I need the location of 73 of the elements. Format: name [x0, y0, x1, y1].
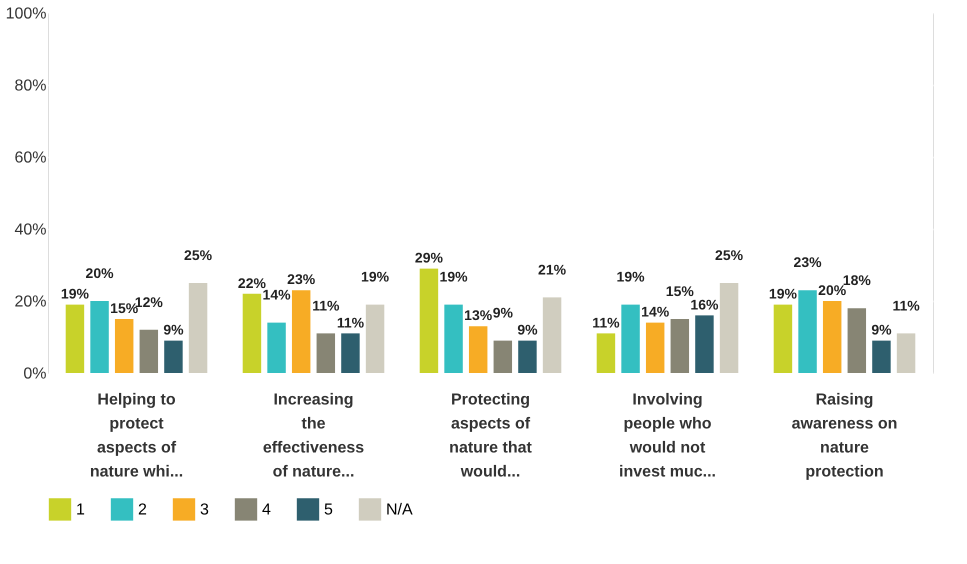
data-label: 13%	[464, 307, 493, 324]
data-label: 23%	[287, 271, 316, 288]
bar	[292, 290, 310, 373]
bar	[518, 340, 537, 373]
x-tick-label: Involving people who would not invest muc...	[619, 392, 716, 480]
bar	[896, 333, 916, 373]
data-label: 11%	[336, 314, 365, 330]
data-label: 23%	[794, 254, 822, 270]
bar	[774, 304, 792, 373]
bar	[164, 340, 183, 373]
bar	[267, 322, 286, 373]
data-label: 9%	[517, 322, 538, 338]
bar	[798, 290, 817, 373]
bar	[695, 315, 714, 373]
bar	[542, 297, 562, 373]
data-label: 19%	[361, 268, 390, 285]
bar	[420, 268, 438, 373]
bar	[242, 294, 262, 373]
x-tick-label: Helping to protect aspects of nature whi...	[90, 392, 184, 480]
bar	[494, 340, 512, 373]
bar	[848, 308, 866, 373]
data-label: 19%	[616, 268, 646, 285]
data-label: 19%	[440, 268, 468, 285]
legend-label: 2	[138, 501, 147, 518]
legend-label: N/A	[386, 501, 413, 518]
bar	[670, 319, 690, 373]
y-tick-label: 80%	[14, 78, 46, 94]
data-label: 25%	[184, 247, 213, 263]
bar	[341, 333, 360, 373]
data-label: 19%	[60, 286, 90, 302]
legend-label: 5	[324, 501, 333, 518]
bar	[621, 304, 640, 373]
x-tick-label: Protecting aspects of nature that would...	[449, 392, 533, 480]
y-tick-label: 40%	[14, 222, 46, 238]
data-label: 9%	[871, 322, 892, 338]
y-tick-label: 20%	[14, 294, 46, 310]
bar	[366, 304, 384, 373]
data-label: 22%	[238, 274, 266, 291]
data-label: 11%	[312, 297, 340, 314]
data-label: 25%	[715, 247, 744, 263]
data-label: 15%	[666, 283, 694, 299]
data-label: 19%	[768, 286, 798, 302]
bar	[66, 304, 84, 373]
data-label: 21%	[538, 261, 567, 278]
data-label: 20%	[86, 265, 114, 281]
y-tick-label: 100%	[6, 6, 46, 22]
data-label: 29%	[414, 250, 444, 266]
data-label: 18%	[842, 272, 872, 288]
data-label: 14%	[641, 304, 670, 320]
x-tick-label: Raising awareness on nature protection	[792, 392, 898, 480]
legend-label: 1	[76, 501, 85, 518]
bar	[188, 283, 208, 373]
data-label: 11%	[592, 314, 620, 330]
bar	[646, 322, 664, 373]
bar	[872, 340, 891, 373]
data-label: 9%	[492, 304, 514, 321]
bar	[444, 304, 463, 373]
bar	[720, 283, 738, 373]
data-label: 16%	[690, 296, 719, 312]
data-label: 11%	[892, 297, 920, 314]
bar	[140, 330, 158, 373]
legend-label: 3	[200, 501, 209, 518]
bar	[90, 301, 109, 373]
bar	[596, 333, 616, 373]
bar	[822, 301, 842, 373]
bar	[468, 326, 488, 373]
bar	[114, 319, 134, 373]
x-tick-label: Increasing the effectiveness of nature...	[262, 392, 364, 480]
y-tick-label: 60%	[14, 150, 46, 166]
legend-label: 4	[262, 501, 271, 518]
y-tick-label: 0%	[23, 366, 46, 382]
bar	[316, 333, 336, 373]
data-label: 9%	[163, 322, 184, 338]
